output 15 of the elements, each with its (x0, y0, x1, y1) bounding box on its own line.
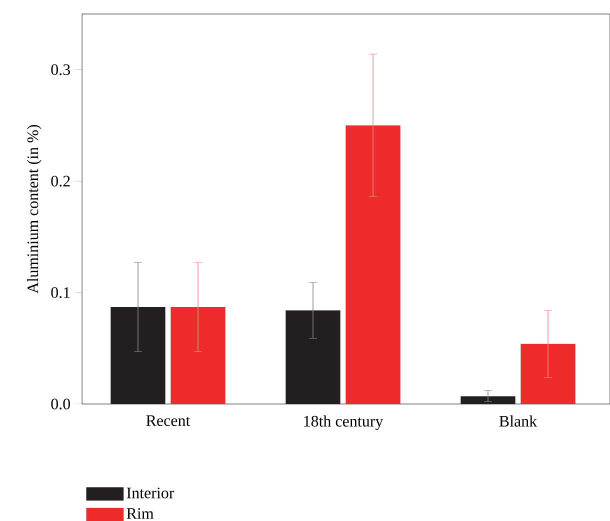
bar (346, 125, 400, 404)
y-tick-label: 0.3 (51, 64, 70, 76)
bar (110, 307, 166, 404)
legend-label: Rim (126, 508, 154, 519)
legend-label: Interior (126, 488, 174, 498)
y-tick-label: 0.1 (51, 287, 70, 298)
x-tick-label: Blank (499, 415, 538, 427)
x-tick-label: 18th century (304, 415, 384, 430)
y-tick-label: 0.2 (51, 176, 70, 187)
bar (286, 310, 340, 404)
x-tick-label: Recent (146, 415, 190, 426)
y-axis-title: Aluminium content (in %) (26, 125, 42, 294)
bar (460, 396, 516, 404)
y-tick-label: 0.0 (51, 398, 70, 410)
bar (170, 307, 226, 404)
